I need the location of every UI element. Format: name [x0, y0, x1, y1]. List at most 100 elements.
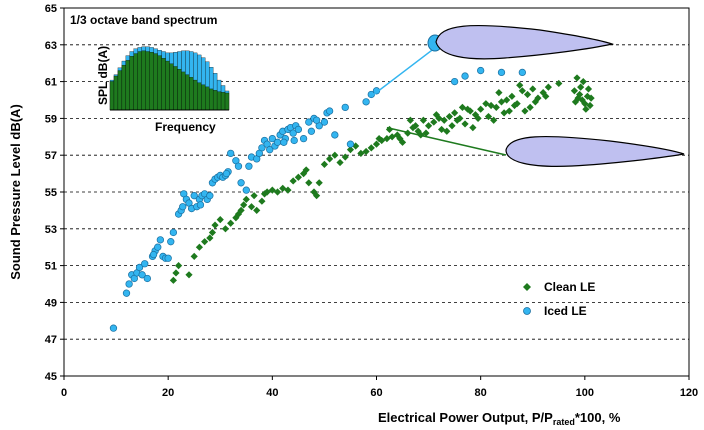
- iced-le-point: [138, 271, 146, 279]
- iced-le-point: [518, 68, 526, 77]
- clean-le-point: [531, 98, 539, 106]
- inset-clean-bar: [177, 69, 182, 111]
- iced-airfoil-shape: [435, 24, 615, 60]
- clean-le-point: [523, 90, 532, 99]
- clean-le-point: [586, 101, 594, 110]
- iced-le-point: [206, 192, 214, 200]
- clean-le-point: [201, 238, 209, 246]
- clean-le-point: [500, 109, 508, 117]
- clean-le-point: [411, 122, 420, 130]
- inset-clean-bar: [145, 51, 150, 111]
- inset-clean-bar: [109, 81, 115, 111]
- inset-clean-bar: [197, 82, 202, 111]
- clean-le-point: [247, 203, 256, 211]
- clean-le-point: [326, 155, 334, 163]
- iced-le-point: [196, 201, 205, 209]
- clean-le-point: [273, 188, 282, 196]
- y-axis-title: Sound Pressure Level dB(A): [8, 104, 23, 280]
- clean-le-point: [573, 74, 581, 82]
- iced-le-point: [362, 98, 370, 106]
- x-tick-label: 60: [370, 387, 382, 399]
- iced-le-point: [497, 68, 506, 77]
- iced-le-point: [227, 149, 235, 158]
- iced-le-point: [372, 87, 381, 95]
- iced-le-point: [280, 138, 288, 146]
- clean-le-point: [471, 111, 480, 119]
- inset-clean-bar: [165, 60, 170, 111]
- clean-le-point: [341, 153, 349, 161]
- iced-le-point: [325, 107, 334, 115]
- clean-le-point: [242, 195, 250, 203]
- clean-le-point: [584, 85, 593, 93]
- iced-le-point: [167, 238, 175, 246]
- inset-clean-bar: [133, 53, 138, 111]
- iced-le-point: [289, 129, 297, 137]
- inset-clean-bar: [125, 60, 130, 111]
- inset-clean-bar: [193, 79, 198, 111]
- x-tick-label: 0: [61, 387, 67, 399]
- iced-le-point: [312, 116, 321, 124]
- x-axis-ticks: 0 20 40 60 80 100 120: [61, 376, 698, 399]
- legend-clean-marker: [523, 283, 531, 291]
- clean-le-point: [451, 109, 459, 117]
- x-tick-label: 80: [475, 387, 487, 399]
- clean-le-point: [484, 112, 493, 121]
- inset-clean-bar: [129, 56, 134, 111]
- clean-le-point: [305, 179, 313, 187]
- clean-le-point: [320, 160, 329, 168]
- inset-clean-bar: [149, 52, 154, 111]
- inset-clean-bar: [201, 84, 206, 111]
- iced-le-point: [141, 260, 149, 268]
- clean-le-point: [529, 85, 537, 93]
- inset-clean-bar: [157, 55, 162, 111]
- x-axis-title-main: Electrical Power Output, P/P: [378, 410, 553, 425]
- inset-xlabel: Frequency: [155, 120, 216, 134]
- iced-le-point: [331, 131, 339, 139]
- iced-le-point: [234, 162, 243, 170]
- clean-le-point: [385, 125, 394, 134]
- iced-le-point: [149, 250, 158, 259]
- clean-le-point: [474, 114, 482, 122]
- iced-le-point: [154, 243, 162, 251]
- inset-clean-bar: [189, 77, 194, 111]
- clean-le-point: [571, 98, 580, 106]
- clean-le-point: [542, 92, 550, 100]
- iced-le-point: [222, 169, 231, 178]
- clean-le-point: [221, 225, 230, 233]
- clean-le-point: [508, 92, 516, 100]
- clean-le-point: [346, 146, 355, 154]
- x-tick-label: 40: [266, 387, 278, 399]
- clean-le-point: [577, 83, 585, 91]
- inset-title: 1/3 octave band spectrum: [70, 13, 217, 27]
- x-tick-label: 120: [680, 387, 698, 399]
- clean-airfoil-shape: [505, 135, 685, 167]
- y-tick-label: 55: [45, 187, 57, 199]
- iced-le-point: [164, 254, 172, 262]
- iced-le-point: [290, 136, 298, 145]
- inset-clean-bar: [141, 50, 146, 111]
- y-tick-label: 65: [45, 3, 57, 15]
- inset-clean-bar: [169, 63, 174, 111]
- inset-bars: [109, 46, 230, 111]
- x-axis-title-subscript: rated: [553, 417, 575, 427]
- clean-le-point: [505, 107, 513, 115]
- clean-le-point: [258, 197, 266, 205]
- clean-le-point: [396, 135, 404, 143]
- clean-le-point: [383, 135, 391, 143]
- clean-le-point: [414, 127, 422, 135]
- clean-le-point: [579, 78, 587, 86]
- y-tick-label: 53: [45, 224, 57, 236]
- clean-le-point: [518, 87, 526, 95]
- clean-airfoil-leader-line: [386, 126, 507, 156]
- iced-le-point: [237, 179, 245, 187]
- inset-clean-bar: [212, 90, 218, 111]
- clean-le-point: [570, 87, 579, 95]
- inset-clean-bar: [161, 58, 166, 111]
- legend-clean-label: Clean LE: [544, 280, 595, 294]
- series-clean-le: [169, 74, 595, 284]
- iced-le-point: [341, 103, 349, 112]
- clean-le-point: [237, 206, 245, 214]
- clean-le-point: [521, 107, 529, 115]
- clean-le-point: [422, 129, 430, 137]
- clean-le-point: [578, 96, 586, 104]
